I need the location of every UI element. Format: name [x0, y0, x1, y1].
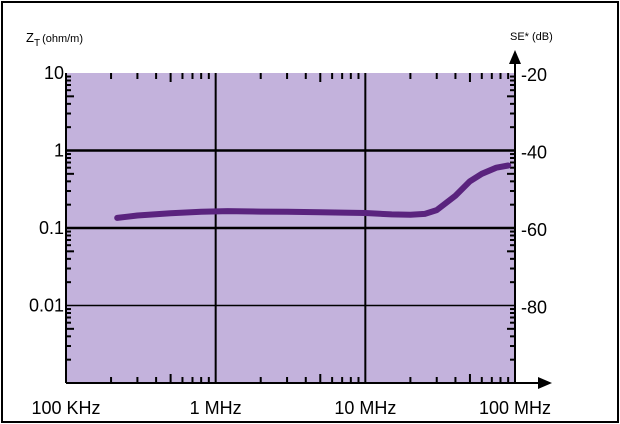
series-line — [114, 162, 512, 221]
x-tick-label: 100 MHz — [479, 398, 551, 418]
y-right-axis-arrow — [509, 50, 521, 64]
y-left-tick-label: 10 — [44, 63, 64, 83]
y-left-axis-title-main: Z — [26, 30, 34, 45]
y-left-tick-label: 0.1 — [39, 218, 64, 238]
x-tick-label: 10 MHz — [334, 398, 396, 418]
grid-layer — [66, 73, 515, 383]
series-layer — [114, 162, 512, 221]
y-right-tick-label: -20 — [521, 65, 547, 85]
y-left-axis-title: ZT (ohm/m) — [26, 30, 83, 49]
y-right-tick-label: -40 — [521, 143, 547, 163]
x-tick-label: 1 MHz — [190, 398, 242, 418]
y-right-axis-title: SE* (dB) — [510, 31, 553, 43]
y-left-axis-title-unit: (ohm/m) — [42, 33, 83, 45]
axes-layer — [65, 50, 552, 389]
y-right-tick-label: -80 — [521, 298, 547, 318]
y-right-tick-label: -60 — [521, 220, 547, 240]
y-left-tick-label: 1 — [54, 141, 64, 161]
labels-layer: 100 KHz 1 MHz 10 MHz 100 MHz 10 1 0.1 0.01 -20 -4… — [29, 63, 551, 418]
x-axis-arrow — [538, 377, 552, 389]
y-left-axis-title-sub: T — [34, 38, 40, 49]
x-tick-label: 100 KHz — [31, 398, 100, 418]
y-left-tick-label: 0.01 — [29, 296, 64, 316]
